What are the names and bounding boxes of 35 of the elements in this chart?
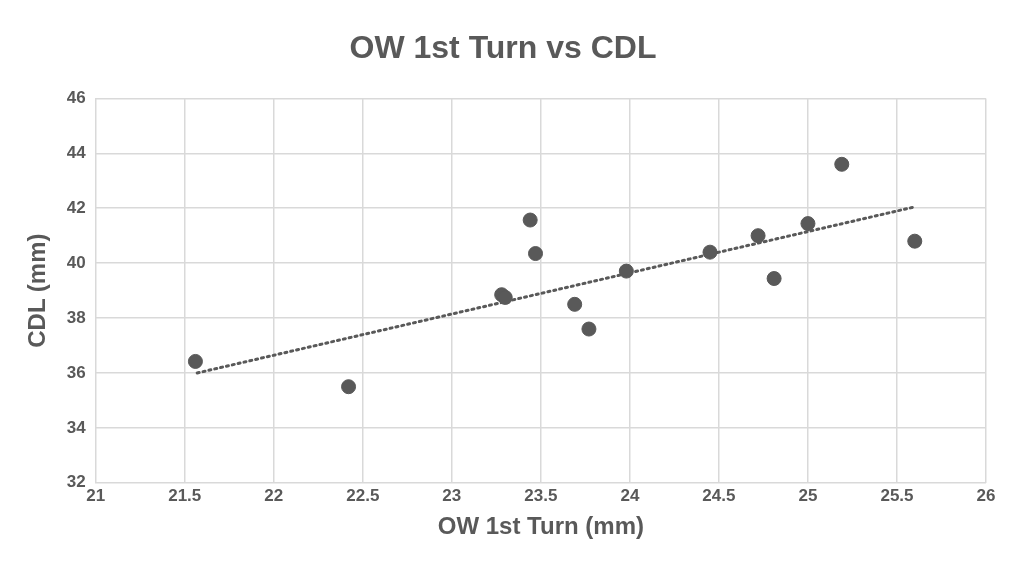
x-tick-label: 21.5 [168, 485, 202, 505]
point [766, 271, 782, 287]
y-tick-label: 44 [66, 143, 87, 162]
y-tick-label: 40 [66, 252, 86, 272]
point [187, 353, 203, 369]
point [907, 233, 923, 249]
point [618, 263, 634, 279]
x-tick-label: 24 [620, 485, 640, 505]
y-tick-label: 34 [66, 417, 87, 437]
x-tick-label: 22 [264, 485, 284, 505]
x-tick-label: 25 [798, 485, 818, 505]
y-tick-label: 36 [66, 362, 86, 382]
x-tick-label: 25.5 [880, 485, 914, 505]
y-tick-label: 42 [66, 197, 86, 217]
x-tick-label: 24.5 [702, 485, 736, 505]
x-tick-label: 21 [86, 485, 106, 505]
chart-title: OW 1st Turn vs CDL [349, 29, 657, 66]
y-tick-label: 32 [66, 472, 86, 492]
x-tick-label: 22.5 [346, 485, 380, 505]
point [800, 216, 816, 232]
point [528, 246, 544, 262]
point [341, 379, 357, 395]
point [750, 228, 766, 244]
point [581, 321, 597, 337]
y-axis-title: CDL (mm) [23, 233, 51, 348]
point [702, 244, 718, 260]
x-axis-title: OW 1st Turn (mm) [437, 512, 644, 540]
point [834, 156, 850, 172]
x-tick-label: 26 [976, 485, 996, 505]
point [567, 296, 583, 312]
x-tick-label: 23 [442, 485, 462, 505]
point [522, 212, 538, 228]
x-tick-label: 23.5 [524, 485, 558, 505]
y-tick-label: 38 [66, 307, 86, 327]
y-tick-label: 46 [66, 88, 86, 108]
